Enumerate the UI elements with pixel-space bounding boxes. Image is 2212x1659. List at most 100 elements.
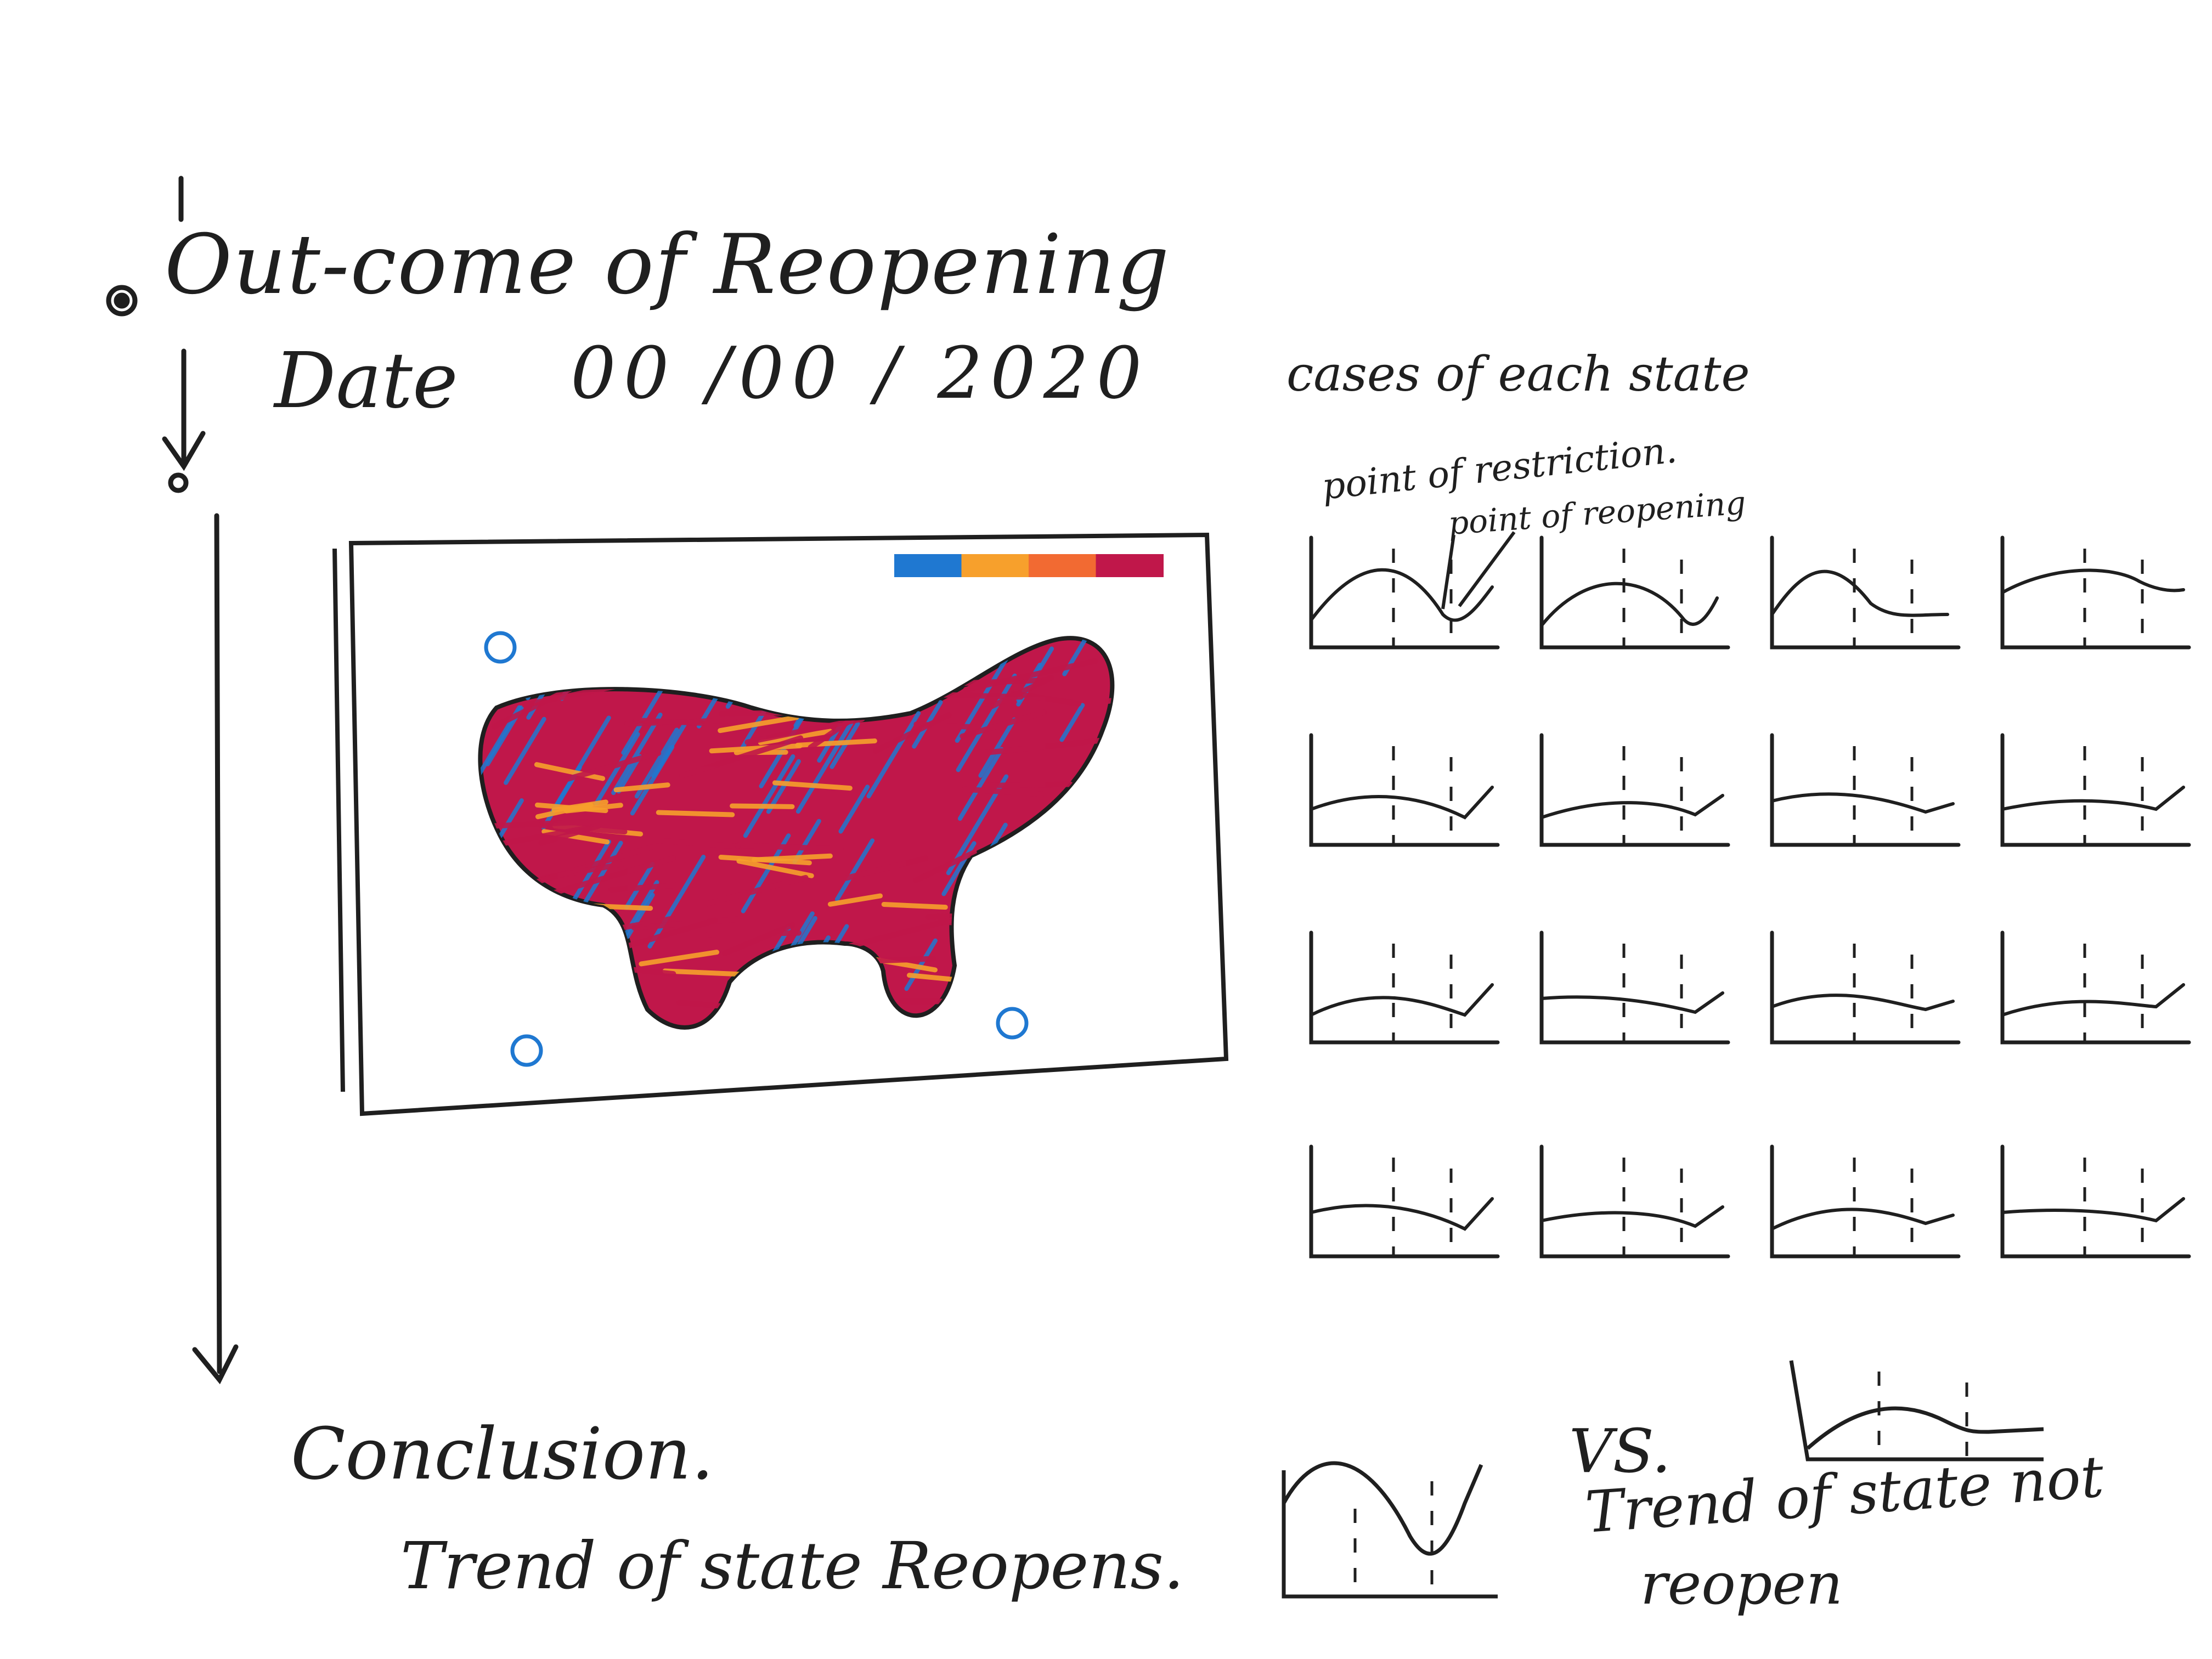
state-case-chart [2000,930,2191,1045]
chart-axes [1770,733,1961,847]
scribble-stroke [503,918,565,1020]
scribble-stroke [490,925,584,955]
scribble-stroke [990,939,1087,961]
case-trend-line [1540,1205,1724,1228]
case-trend-line [2001,983,2185,1017]
scribble-stroke [524,638,556,662]
scribble-stroke [1059,703,1085,742]
chart-axes [1282,1470,1498,1599]
chart-axes [1539,930,1730,1045]
scribble-stroke [834,838,875,902]
timeline-main-line [214,513,222,1374]
chart-axes [1539,733,1730,847]
scribble-stroke [504,716,546,785]
case-trend-line [1540,991,1724,1014]
scribble-stroke [718,709,807,717]
vs-label: VS. [1569,1416,1671,1486]
scribble-stroke [963,884,1008,955]
scribble-stroke [631,916,741,931]
scribble-stroke [563,803,623,814]
scribble-stroke [534,762,606,781]
scribble-stroke [751,977,855,997]
scribble-stroke [778,638,834,685]
scribble-stroke [899,638,933,690]
case-trend-line [1540,794,1724,819]
chart-axes [1770,535,1961,650]
scribble-stroke [705,930,802,938]
scribble-stroke [1124,859,1150,902]
scribble-stroke [1101,805,1113,845]
case-trend-line [2001,786,2185,811]
scribble-stroke [907,691,1024,700]
trend-reopen-sketch [1282,1461,1498,1599]
state-case-chart [1309,535,1500,650]
scribble-stroke [770,964,839,984]
chart-axes [2000,930,2191,1045]
timeline-end-arrow [192,1344,239,1385]
timeline-node [168,472,189,493]
state-case-chart [2000,535,2191,650]
scribble-stroke [651,719,689,778]
scribble-stroke [549,922,599,1003]
chart-axes [1789,1360,2044,1462]
territory-marker-puerto-rico [996,1007,1029,1040]
chart-axes [1539,535,1730,650]
timeline-start-dot [106,285,138,317]
trend-not-reopen-label-line2: reopen [1640,1550,1843,1617]
chart-axes [1309,733,1500,847]
scribble-stroke [718,854,812,866]
state-case-chart [1539,930,1730,1045]
scribble-stroke [526,638,569,701]
scribble-stroke [491,685,575,730]
trend-reopens-label: Trend of state Reopens. [400,1528,1184,1604]
scribble-stroke [662,968,753,978]
conclusion-heading: Conclusion. [291,1412,714,1496]
scribble-stroke [529,844,654,887]
scribble-stroke [962,786,1045,797]
scribble-stroke [735,842,844,852]
timeline [106,176,239,1385]
chart-axes [2000,733,2191,847]
scribble-stroke [1054,840,1113,860]
scribble-stroke [978,717,1017,778]
scribble-stroke [766,638,792,670]
date-value: 00 /00 / 2020 [571,331,1150,415]
case-trend-line [1540,582,1719,627]
not-reopen-trend-line [1806,1406,2044,1450]
state-case-chart [1770,1144,1961,1259]
scribble-stroke [706,638,765,665]
scribble-stroke [540,855,676,899]
scribble-stroke [766,759,801,814]
scribble-stroke [881,902,948,910]
scribble-stroke [957,747,1004,821]
state-case-chart [2000,1144,2191,1259]
scribble-stroke [1092,899,1113,963]
color-legend-bar [894,554,1164,577]
scribble-stroke [613,782,670,793]
state-case-chart [1539,733,1730,847]
scribble-stroke [963,658,1098,692]
scribble-stroke [866,711,921,799]
scribble-stroke [792,819,821,864]
scribble-stroke [991,909,1113,941]
scribble-stroke [521,918,569,995]
scribble-stroke [904,938,938,991]
scribble-stroke [973,740,1081,757]
legend-segment [1096,554,1164,577]
chart-axes [2000,535,2191,650]
scribble-stroke [523,638,569,642]
scribble-stroke [841,855,929,882]
scribble-stroke [793,649,843,728]
scribble-stroke [562,750,662,783]
scribble-stroke [1016,933,1047,980]
state-case-chart [2000,733,2191,847]
scribble-stroke [653,838,741,849]
scribble-stroke [669,638,718,646]
territory-marker-hawaii [510,1034,543,1067]
scribble-stroke [594,732,640,806]
scribble-stroke [902,638,946,665]
scribble-stroke [1052,892,1113,930]
scribble-stroke [1066,785,1107,851]
scribble-stroke [938,918,1074,935]
